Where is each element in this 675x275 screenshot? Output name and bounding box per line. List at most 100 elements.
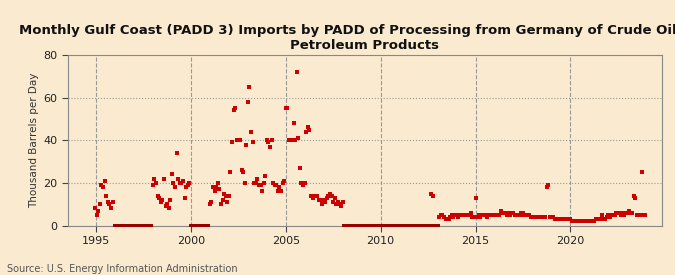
- Point: [128, 223, 139, 228]
- Point: [464, 213, 475, 217]
- Point: [437, 213, 448, 217]
- Point: [328, 200, 339, 204]
- Point: [95, 202, 105, 206]
- Point: [456, 213, 466, 217]
- Point: [440, 217, 451, 221]
- Point: [205, 202, 215, 206]
- Point: [614, 211, 625, 215]
- Point: [215, 202, 226, 206]
- Point: [552, 217, 563, 221]
- Point: [433, 215, 444, 219]
- Point: [601, 215, 612, 219]
- Point: [187, 223, 198, 228]
- Point: [487, 213, 498, 217]
- Point: [348, 223, 359, 228]
- Point: [194, 223, 205, 228]
- Point: [225, 170, 236, 174]
- Point: [381, 223, 392, 228]
- Point: [473, 213, 484, 217]
- Point: [453, 215, 464, 219]
- Point: [339, 223, 350, 228]
- Point: [400, 223, 411, 228]
- Point: [541, 185, 552, 189]
- Point: [532, 215, 543, 219]
- Point: [511, 213, 522, 217]
- Point: [227, 140, 238, 145]
- Point: [208, 185, 219, 189]
- Point: [624, 208, 634, 213]
- Point: [540, 215, 551, 219]
- Point: [562, 217, 572, 221]
- Point: [402, 223, 413, 228]
- Point: [367, 223, 378, 228]
- Point: [138, 223, 148, 228]
- Point: [126, 223, 136, 228]
- Point: [307, 196, 318, 200]
- Point: [244, 85, 254, 89]
- Point: [597, 213, 608, 217]
- Point: [228, 108, 239, 113]
- Point: [610, 213, 620, 217]
- Point: [631, 213, 642, 217]
- Point: [380, 223, 391, 228]
- Point: [407, 223, 418, 228]
- Point: [217, 198, 228, 202]
- Point: [574, 219, 585, 223]
- Point: [247, 140, 258, 145]
- Point: [619, 213, 630, 217]
- Point: [379, 223, 389, 228]
- Point: [308, 194, 319, 198]
- Point: [580, 219, 591, 223]
- Point: [135, 223, 146, 228]
- Point: [248, 181, 259, 185]
- Point: [239, 181, 250, 185]
- Point: [299, 181, 310, 185]
- Point: [605, 215, 616, 219]
- Point: [628, 194, 639, 198]
- Point: [261, 138, 272, 142]
- Point: [587, 219, 598, 223]
- Point: [352, 223, 362, 228]
- Point: [274, 185, 285, 189]
- Point: [342, 223, 353, 228]
- Point: [333, 200, 344, 204]
- Point: [427, 194, 438, 198]
- Point: [462, 213, 473, 217]
- Point: [622, 211, 632, 215]
- Point: [592, 217, 603, 221]
- Point: [499, 211, 510, 215]
- Point: [179, 196, 190, 200]
- Point: [273, 189, 284, 194]
- Point: [620, 211, 631, 215]
- Point: [329, 196, 340, 200]
- Point: [223, 194, 234, 198]
- Point: [506, 211, 517, 215]
- Point: [192, 223, 202, 228]
- Point: [203, 223, 214, 228]
- Point: [113, 223, 124, 228]
- Point: [345, 223, 356, 228]
- Point: [495, 208, 506, 213]
- Point: [538, 215, 549, 219]
- Point: [213, 181, 223, 185]
- Point: [375, 223, 386, 228]
- Point: [146, 223, 157, 228]
- Point: [446, 213, 457, 217]
- Point: [606, 213, 617, 217]
- Point: [196, 223, 207, 228]
- Point: [454, 213, 465, 217]
- Point: [157, 198, 168, 202]
- Point: [296, 181, 307, 185]
- Point: [465, 211, 476, 215]
- Point: [543, 183, 554, 187]
- Point: [491, 213, 502, 217]
- Point: [260, 174, 271, 179]
- Point: [347, 223, 358, 228]
- Point: [494, 213, 505, 217]
- Point: [458, 213, 468, 217]
- Point: [275, 189, 286, 194]
- Point: [478, 213, 489, 217]
- Point: [459, 213, 470, 217]
- Point: [285, 138, 296, 142]
- Point: [518, 211, 529, 215]
